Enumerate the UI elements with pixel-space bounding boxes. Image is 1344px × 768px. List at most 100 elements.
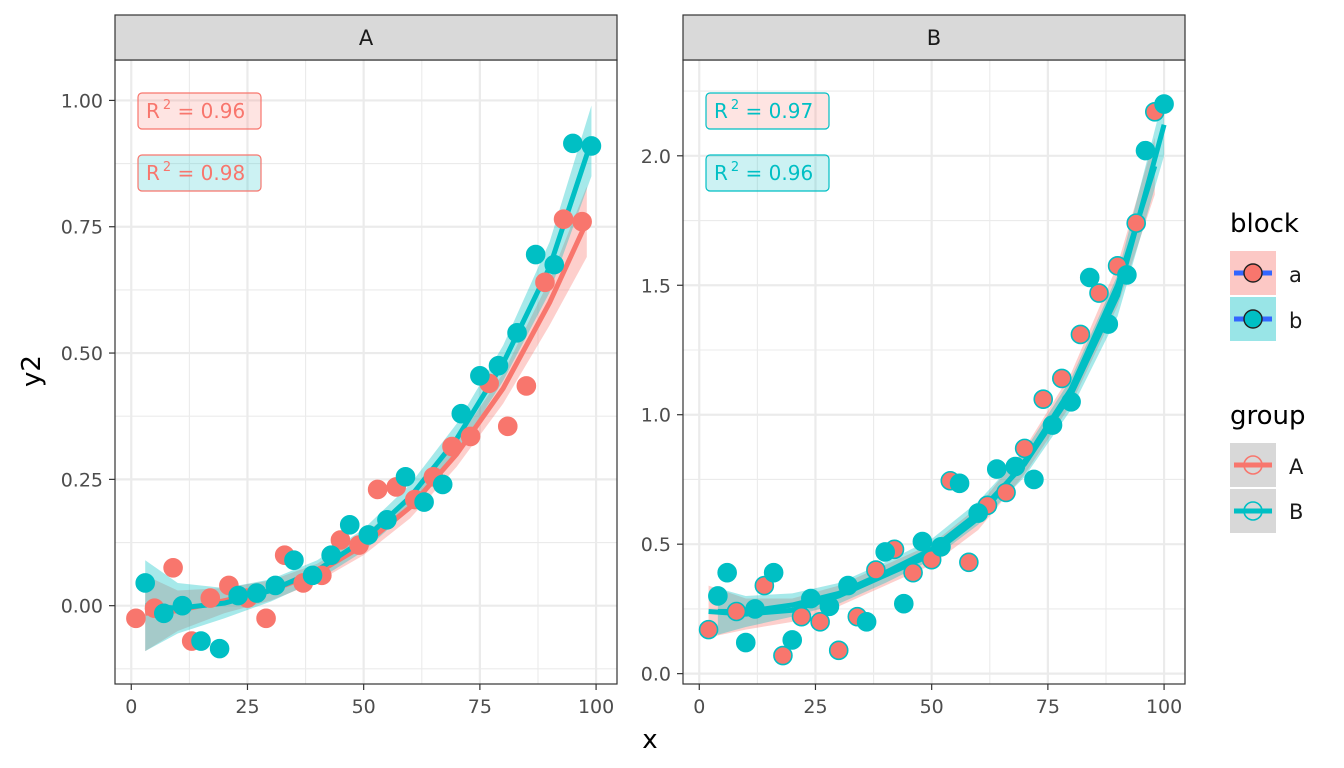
- panel-A-x-axis: 0 25 50 75 100: [125, 684, 614, 718]
- point-a-0: [126, 608, 146, 629]
- y-tick-label-3: 1.5: [641, 275, 671, 297]
- legend-group-label-A: A: [1289, 455, 1304, 479]
- point-b-12: [912, 531, 933, 552]
- point-b-2: [172, 595, 193, 616]
- point-b-5: [782, 630, 803, 650]
- point-a-13: [959, 552, 979, 573]
- strip-A: [114, 14, 618, 61]
- r2-label-box-1: [137, 154, 262, 192]
- panel-B-points: [698, 94, 1174, 666]
- legend-block-label-a: a: [1289, 263, 1302, 287]
- x-tick-label-1: 25: [803, 696, 827, 718]
- point-a-1: [726, 601, 747, 622]
- r2-label-box-0: [137, 92, 262, 130]
- y-tick-label-0: 0.00: [61, 596, 103, 618]
- legend-group-title: group: [1230, 401, 1306, 431]
- y-tick-label-2: 0.50: [61, 343, 103, 365]
- point-b-12: [358, 525, 379, 545]
- point-b-8: [284, 550, 304, 571]
- point-a-4: [791, 606, 812, 627]
- point-b-15: [968, 503, 988, 523]
- point-b-0: [708, 586, 728, 606]
- point-a-16: [535, 272, 555, 293]
- legend-key-point: [1243, 263, 1263, 283]
- point-a-17: [553, 209, 574, 229]
- point-a-12: [460, 426, 481, 447]
- point-a-3: [773, 645, 793, 666]
- point-a-5: [810, 612, 830, 632]
- point-a-0: [698, 619, 719, 640]
- point-b-14: [395, 467, 416, 487]
- legend-block-label-b: b: [1289, 309, 1302, 333]
- point-b-16: [432, 474, 453, 495]
- point-a-17: [1033, 389, 1054, 409]
- x-tick-label-4: 100: [578, 696, 614, 718]
- point-b-18: [470, 365, 490, 386]
- point-b-1: [154, 603, 174, 624]
- point-a-1: [163, 557, 183, 578]
- point-b-9: [302, 565, 323, 586]
- point-b-10: [875, 542, 895, 562]
- point-b-9: [856, 612, 877, 632]
- point-b-24: [581, 136, 602, 156]
- y-tick-label-2: 1.0: [641, 405, 671, 427]
- point-a-22: [330, 530, 351, 550]
- point-b-21: [1079, 267, 1100, 288]
- point-b-0: [135, 573, 156, 593]
- point-b-17: [1005, 456, 1026, 477]
- point-b-17: [451, 403, 472, 424]
- point-a-14: [497, 416, 518, 437]
- x-tick-label-3: 75: [468, 696, 492, 718]
- x-tick-label-1: 25: [235, 696, 259, 718]
- point-b-11: [893, 593, 914, 614]
- point-b-15: [414, 492, 434, 512]
- panel-A-y-axis: 0.00 0.25 0.50 0.75 1.00: [61, 90, 115, 618]
- point-b-25: [1154, 94, 1174, 114]
- point-b-4: [763, 562, 784, 583]
- legend-group-label-B: B: [1289, 500, 1303, 524]
- point-b-13: [931, 536, 951, 557]
- x-tick-label-2: 50: [352, 696, 376, 718]
- point-b-3: [745, 599, 765, 619]
- point-b-11: [339, 515, 360, 535]
- point-a-15: [516, 376, 537, 396]
- point-a-8: [367, 479, 388, 500]
- strip-A-label: A: [359, 26, 374, 50]
- point-b-22: [544, 254, 565, 275]
- point-b-24: [1135, 140, 1156, 161]
- point-b-18: [1024, 469, 1044, 490]
- legend-group-key-B: [1230, 489, 1276, 533]
- point-b-19: [1042, 415, 1063, 435]
- point-b-14: [949, 473, 970, 494]
- point-a-20: [200, 588, 221, 608]
- point-b-23: [563, 133, 583, 154]
- point-a-19: [1070, 324, 1091, 345]
- point-a-18: [1052, 368, 1072, 389]
- point-b-4: [209, 638, 230, 659]
- point-a-10: [903, 562, 923, 583]
- strip-B-label: B: [927, 26, 941, 50]
- point-a-5: [256, 608, 276, 629]
- strip-B: [682, 14, 1186, 61]
- point-b-2: [735, 632, 756, 653]
- legend-key-point: [1243, 309, 1263, 329]
- point-a-6: [828, 640, 849, 661]
- y-tick-label-4: 2.0: [641, 146, 671, 168]
- point-b-7: [265, 575, 286, 596]
- point-a-20: [1089, 283, 1109, 303]
- point-b-6: [801, 588, 821, 609]
- point-a-24: [442, 436, 462, 457]
- point-b-20: [1061, 391, 1081, 412]
- point-a-16: [1014, 438, 1035, 459]
- x-tick-label-0: 0: [693, 696, 705, 718]
- y-tick-label-0: 0.0: [641, 664, 671, 686]
- point-b-22: [1098, 314, 1119, 334]
